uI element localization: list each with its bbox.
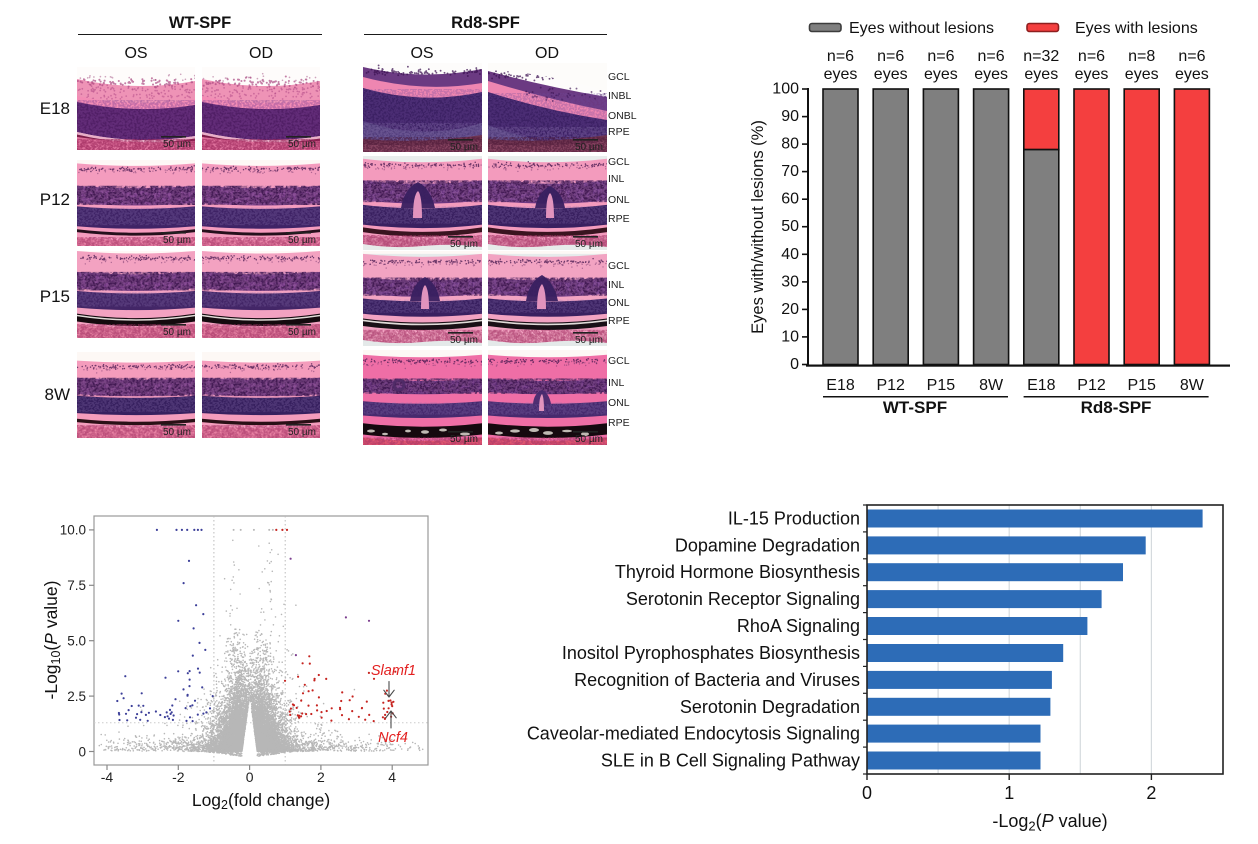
svg-text:Dopamine Degradation: Dopamine Degradation: [675, 535, 860, 555]
svg-text:40: 40: [781, 246, 799, 263]
svg-text:P15: P15: [1127, 377, 1156, 394]
svg-text:-4: -4: [101, 769, 114, 785]
svg-text:90: 90: [781, 108, 799, 125]
svg-text:7.5: 7.5: [67, 578, 86, 593]
svg-text:50 µm: 50 µm: [575, 142, 603, 152]
svg-text:E18: E18: [1027, 377, 1056, 394]
svg-text:Caveolar-mediated Endocytosis: Caveolar-mediated Endocytosis Signaling: [527, 724, 860, 744]
svg-text:50 µm: 50 µm: [575, 434, 603, 445]
svg-text:IL-15 Production: IL-15 Production: [728, 509, 860, 529]
svg-text:10: 10: [781, 328, 799, 345]
svg-text:n=6: n=6: [877, 48, 904, 65]
svg-text:n=6: n=6: [1178, 48, 1205, 65]
svg-text:2: 2: [317, 769, 325, 785]
svg-text:50 µm: 50 µm: [575, 239, 603, 250]
svg-text:eyes: eyes: [1175, 66, 1209, 83]
svg-text:Inositol Pyrophosphates Biosyn: Inositol Pyrophosphates Biosynthesis: [562, 643, 860, 663]
svg-text:8W: 8W: [1180, 377, 1205, 394]
svg-text:n=6: n=6: [927, 48, 954, 65]
svg-text:Rd8-SPF: Rd8-SPF: [1081, 398, 1152, 417]
svg-text:P12: P12: [1077, 377, 1106, 394]
svg-text:n=6: n=6: [1078, 48, 1105, 65]
svg-text:60: 60: [781, 191, 799, 208]
svg-text:WT-SPF: WT-SPF: [883, 398, 947, 417]
svg-text:-2: -2: [172, 769, 185, 785]
svg-text:n=6: n=6: [827, 48, 854, 65]
svg-text:50 µm: 50 µm: [288, 139, 316, 150]
svg-text:RhoA Signaling: RhoA Signaling: [737, 616, 860, 636]
svg-text:eyes: eyes: [924, 66, 958, 83]
svg-text:n=32: n=32: [1023, 48, 1059, 65]
svg-text:20: 20: [781, 301, 799, 318]
svg-text:0: 0: [862, 783, 872, 803]
svg-text:4: 4: [388, 769, 396, 785]
svg-text:n=6: n=6: [978, 48, 1005, 65]
svg-text:0: 0: [790, 356, 799, 373]
svg-text:Slamf1: Slamf1: [371, 663, 416, 679]
svg-text:2.5: 2.5: [67, 689, 86, 704]
svg-text:50 µm: 50 µm: [163, 139, 191, 150]
svg-text:10.0: 10.0: [60, 523, 86, 538]
svg-text:50 µm: 50 µm: [450, 335, 478, 346]
svg-text:0: 0: [246, 769, 254, 785]
svg-text:eyes: eyes: [874, 66, 908, 83]
svg-text:50: 50: [781, 218, 799, 235]
svg-text:E18: E18: [826, 377, 855, 394]
svg-text:50 µm: 50 µm: [163, 427, 191, 438]
svg-text:Recognition of Bacteria and Vi: Recognition of Bacteria and Viruses: [574, 670, 860, 690]
svg-text:50 µm: 50 µm: [288, 327, 316, 338]
svg-text:eyes: eyes: [1075, 66, 1109, 83]
svg-text:Serotonin Receptor Signaling: Serotonin Receptor Signaling: [626, 589, 860, 609]
svg-text:Serotonin Degradation: Serotonin Degradation: [680, 697, 860, 717]
svg-text:50 µm: 50 µm: [288, 427, 316, 438]
svg-text:1: 1: [1004, 783, 1014, 803]
svg-text:100: 100: [772, 81, 799, 98]
svg-text:Eyes without lesions: Eyes without lesions: [849, 20, 994, 37]
svg-text:P15: P15: [927, 377, 956, 394]
svg-text:50 µm: 50 µm: [450, 434, 478, 445]
svg-text:eyes: eyes: [824, 66, 858, 83]
svg-text:eyes: eyes: [974, 66, 1008, 83]
svg-text:Log2(fold change): Log2(fold change): [192, 790, 330, 812]
svg-text:70: 70: [781, 163, 799, 180]
svg-text:0: 0: [78, 744, 86, 759]
svg-text:Thyroid Hormone Biosynthesis: Thyroid Hormone Biosynthesis: [615, 562, 860, 582]
svg-text:50 µm: 50 µm: [450, 142, 478, 152]
svg-text:30: 30: [781, 273, 799, 290]
svg-text:50 µm: 50 µm: [450, 239, 478, 250]
svg-text:Ncf4: Ncf4: [378, 730, 408, 746]
svg-text:n=8: n=8: [1128, 48, 1155, 65]
svg-text:-Log10(P value): -Log10(P value): [41, 581, 63, 700]
svg-text:50 µm: 50 µm: [575, 335, 603, 346]
svg-text:8W: 8W: [979, 377, 1004, 394]
svg-text:80: 80: [781, 136, 799, 153]
svg-text:eyes: eyes: [1125, 66, 1159, 83]
svg-text:-Log2(P value): -Log2(P value): [992, 811, 1107, 834]
svg-text:50 µm: 50 µm: [163, 235, 191, 246]
svg-text:eyes: eyes: [1024, 66, 1058, 83]
svg-text:SLE in B Cell Signaling Pathwa: SLE in B Cell Signaling Pathway: [601, 751, 860, 771]
svg-text:Eyes with lesions: Eyes with lesions: [1075, 20, 1198, 37]
svg-text:50 µm: 50 µm: [163, 327, 191, 338]
svg-text:2: 2: [1146, 783, 1156, 803]
svg-text:Eyes with/without lesions (%): Eyes with/without lesions (%): [749, 120, 767, 334]
svg-text:P12: P12: [876, 377, 905, 394]
svg-text:50 µm: 50 µm: [288, 235, 316, 246]
svg-text:5.0: 5.0: [67, 634, 86, 649]
